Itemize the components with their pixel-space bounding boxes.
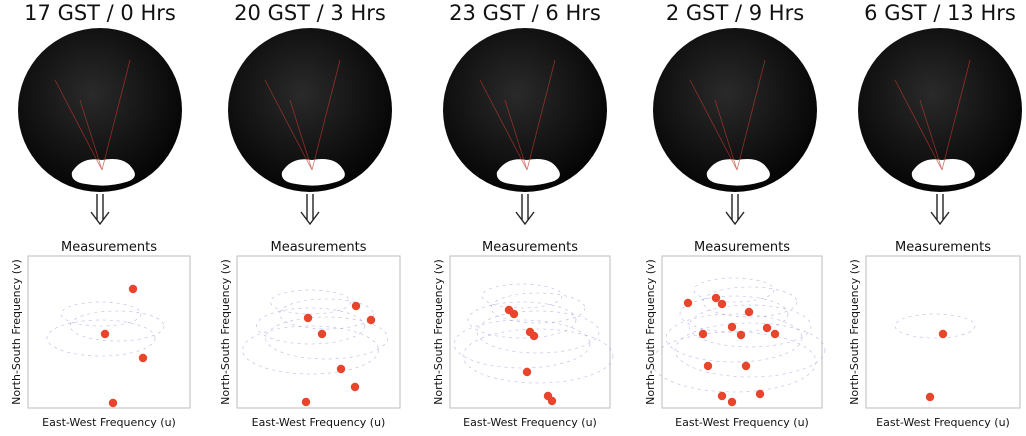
y-axis-label: North-South Frequency (v) xyxy=(848,259,861,405)
uv-point xyxy=(718,300,726,308)
uv-point xyxy=(728,323,736,331)
antarctica xyxy=(707,159,770,186)
y-axis-label: North-South Frequency (v) xyxy=(219,259,232,405)
x-axis-label: East-West Frequency (u) xyxy=(42,416,176,429)
uv-point xyxy=(684,299,692,307)
x-axis-label: East-West Frequency (u) xyxy=(463,416,597,429)
uv-point xyxy=(926,393,934,401)
panel: 2 GST / 9 Hrs Measurements East-West Frequ… xyxy=(644,1,825,429)
uv-point xyxy=(756,390,764,398)
plot-title: Measurements xyxy=(482,240,578,255)
uv-point xyxy=(352,302,360,310)
uv-point xyxy=(704,362,712,370)
uv-point xyxy=(530,332,538,340)
panel-title: 6 GST / 13 Hrs xyxy=(864,1,1016,25)
uv-point xyxy=(109,399,117,407)
antarctica xyxy=(282,159,345,186)
y-axis-label: North-South Frequency (v) xyxy=(644,259,657,405)
uv-point xyxy=(139,354,147,362)
panel-title: 20 GST / 3 Hrs xyxy=(234,1,386,25)
antarctica xyxy=(72,159,135,186)
antarctica xyxy=(497,159,560,186)
plot-frame xyxy=(28,256,190,408)
uv-point xyxy=(712,294,720,302)
panel: 6 GST / 13 Hrs Measurements East-West Freq… xyxy=(848,1,1022,429)
x-axis-label: East-West Frequency (u) xyxy=(675,416,809,429)
uv-point xyxy=(699,330,707,338)
plot-title: Measurements xyxy=(61,240,157,255)
uv-point xyxy=(101,330,109,338)
uv-point xyxy=(742,362,750,370)
uv-point xyxy=(129,285,137,293)
arrow xyxy=(516,194,534,224)
uv-point xyxy=(745,308,753,316)
y-axis-label: North-South Frequency (v) xyxy=(10,259,23,405)
arrow xyxy=(726,194,744,224)
uv-point xyxy=(304,314,312,322)
panel: 23 GST / 6 Hrs Measurements East-West Freq… xyxy=(432,1,613,429)
arrow xyxy=(91,194,109,224)
panel: 20 GST / 3 Hrs Measurements East-West Freq… xyxy=(219,1,400,429)
uv-point xyxy=(548,397,556,405)
uv-point xyxy=(939,330,947,338)
x-axis-label: East-West Frequency (u) xyxy=(876,416,1010,429)
panel-title: 17 GST / 0 Hrs xyxy=(24,1,176,25)
uv-point xyxy=(728,398,736,406)
uv-point xyxy=(763,324,771,332)
x-axis-label: East-West Frequency (u) xyxy=(252,416,386,429)
uv-point xyxy=(718,392,726,400)
panel-title: 2 GST / 9 Hrs xyxy=(666,1,804,25)
uv-point xyxy=(367,316,375,324)
uv-point xyxy=(302,398,310,406)
uv-point xyxy=(523,368,531,376)
arrow xyxy=(301,194,319,224)
uv-point xyxy=(771,330,779,338)
uv-point xyxy=(318,330,326,338)
uv-point xyxy=(510,310,518,318)
uv-point xyxy=(737,331,745,339)
arrow xyxy=(931,194,949,224)
uv-point xyxy=(337,365,345,373)
uv-point xyxy=(351,383,359,391)
plot-title: Measurements xyxy=(694,240,790,255)
panel-title: 23 GST / 6 Hrs xyxy=(449,1,601,25)
plot-title: Measurements xyxy=(270,240,366,255)
antarctica xyxy=(912,159,975,186)
panel: 17 GST / 0 Hrs Measurements East-West Freq… xyxy=(10,1,190,429)
figure: 17 GST / 0 Hrs Measurements East-West Freq… xyxy=(0,0,1026,436)
y-axis-label: North-South Frequency (v) xyxy=(432,259,445,405)
plot-title: Measurements xyxy=(895,240,991,255)
